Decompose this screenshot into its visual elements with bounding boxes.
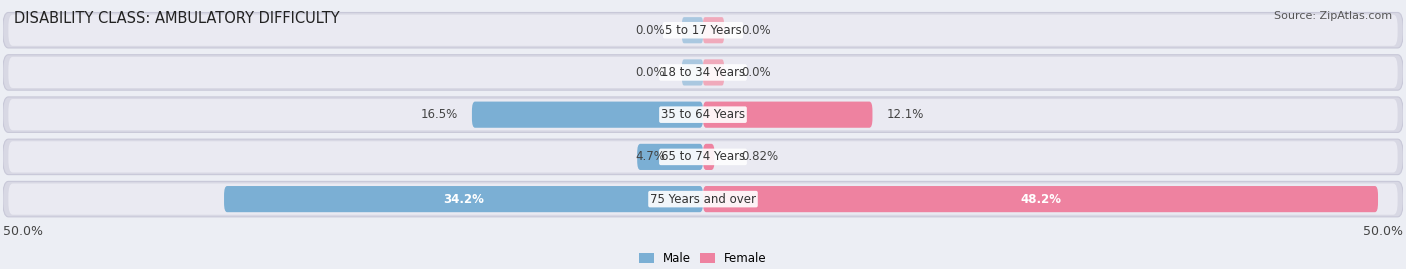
Text: 65 to 74 Years: 65 to 74 Years <box>661 150 745 163</box>
FancyBboxPatch shape <box>3 55 1403 90</box>
FancyBboxPatch shape <box>3 12 1403 48</box>
Text: 0.0%: 0.0% <box>741 24 770 37</box>
FancyBboxPatch shape <box>703 102 873 128</box>
Text: 34.2%: 34.2% <box>443 193 484 206</box>
Text: Source: ZipAtlas.com: Source: ZipAtlas.com <box>1274 11 1392 21</box>
FancyBboxPatch shape <box>8 99 1398 130</box>
Text: 0.0%: 0.0% <box>636 24 665 37</box>
Text: 0.82%: 0.82% <box>741 150 778 163</box>
FancyBboxPatch shape <box>8 141 1398 172</box>
FancyBboxPatch shape <box>703 17 724 43</box>
Text: 48.2%: 48.2% <box>1019 193 1062 206</box>
Text: 0.0%: 0.0% <box>741 66 770 79</box>
FancyBboxPatch shape <box>682 17 703 43</box>
FancyBboxPatch shape <box>703 144 714 170</box>
Legend: Male, Female: Male, Female <box>634 247 772 269</box>
FancyBboxPatch shape <box>3 97 1403 132</box>
Text: 12.1%: 12.1% <box>886 108 924 121</box>
FancyBboxPatch shape <box>472 102 703 128</box>
FancyBboxPatch shape <box>8 15 1398 46</box>
FancyBboxPatch shape <box>682 59 703 86</box>
Text: 50.0%: 50.0% <box>1364 225 1403 238</box>
FancyBboxPatch shape <box>637 144 703 170</box>
FancyBboxPatch shape <box>8 183 1398 215</box>
FancyBboxPatch shape <box>3 139 1403 175</box>
FancyBboxPatch shape <box>703 186 1378 212</box>
FancyBboxPatch shape <box>8 57 1398 88</box>
Text: DISABILITY CLASS: AMBULATORY DIFFICULTY: DISABILITY CLASS: AMBULATORY DIFFICULTY <box>14 11 340 26</box>
Text: 75 Years and over: 75 Years and over <box>650 193 756 206</box>
Text: 5 to 17 Years: 5 to 17 Years <box>665 24 741 37</box>
FancyBboxPatch shape <box>224 186 703 212</box>
Text: 18 to 34 Years: 18 to 34 Years <box>661 66 745 79</box>
Text: 35 to 64 Years: 35 to 64 Years <box>661 108 745 121</box>
Text: 50.0%: 50.0% <box>3 225 42 238</box>
Text: 16.5%: 16.5% <box>420 108 458 121</box>
Text: 0.0%: 0.0% <box>636 66 665 79</box>
Text: 4.7%: 4.7% <box>636 150 665 163</box>
FancyBboxPatch shape <box>703 59 724 86</box>
FancyBboxPatch shape <box>3 181 1403 217</box>
